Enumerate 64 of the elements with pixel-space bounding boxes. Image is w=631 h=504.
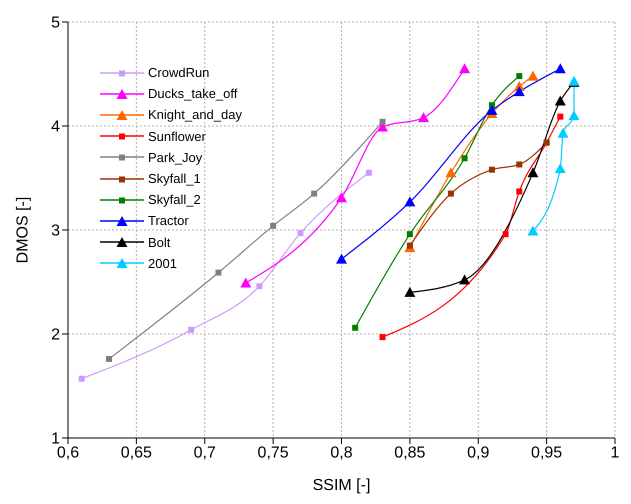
point (527, 167, 538, 178)
legend-label: Ducks_take_off (148, 86, 238, 102)
point (527, 70, 538, 81)
point (459, 63, 470, 74)
point (568, 110, 580, 120)
point (516, 73, 522, 80)
y-tick-label: 3 (51, 222, 60, 240)
point (256, 283, 262, 290)
point (554, 63, 566, 74)
x-tick-label: 0,95 (531, 444, 562, 462)
legend-label: Skyfall_2 (148, 192, 201, 208)
point (380, 334, 386, 340)
y-tick-label: 2 (51, 326, 60, 344)
point (557, 114, 564, 120)
point (352, 324, 358, 331)
point (527, 226, 538, 236)
point (311, 190, 318, 197)
point (516, 161, 522, 168)
x-tick-label: 0,9 (467, 444, 490, 462)
x-tick-label: 0,75 (258, 444, 289, 462)
point (240, 278, 252, 288)
x-tick-label: 0,85 (394, 444, 426, 462)
y-tick-label: 5 (51, 14, 60, 32)
y-tick-label: 4 (51, 118, 60, 136)
legend-label: 2001 (148, 256, 177, 271)
point (462, 155, 468, 162)
point (215, 270, 222, 276)
point (336, 192, 347, 202)
point (486, 104, 498, 115)
legend-label: Skyfall_1 (148, 171, 201, 186)
point (404, 286, 416, 297)
y-axis-title: DMOS [-] (14, 196, 32, 264)
point (336, 254, 347, 264)
point (554, 96, 566, 106)
point (270, 222, 276, 229)
point (558, 128, 569, 138)
point (106, 356, 112, 362)
x-axis-title: SSIM [-] (312, 477, 370, 494)
legend-label: Tractor (148, 213, 189, 228)
point (188, 326, 194, 333)
legend-label: CrowdRun (148, 65, 210, 80)
point (380, 118, 386, 125)
point (459, 274, 470, 284)
legend-label: Park_Joy (148, 150, 202, 165)
legend-label: Knight_and_day (148, 107, 242, 122)
point (78, 376, 85, 382)
x-tick-label: 0,7 (194, 444, 216, 462)
point (514, 86, 525, 96)
point (502, 231, 509, 238)
point (404, 196, 416, 206)
legend-label: Bolt (148, 234, 170, 250)
point (448, 190, 454, 197)
point (418, 112, 430, 122)
point (516, 188, 522, 195)
x-tick-label: 0,8 (330, 444, 353, 462)
point (297, 230, 304, 236)
point (445, 167, 456, 178)
x-tick-label: 1 (610, 444, 620, 462)
point (488, 166, 495, 173)
point (554, 163, 566, 174)
legend-label: Sunflower (148, 128, 206, 144)
x-tick-label: 0,65 (120, 444, 152, 462)
point (366, 170, 372, 176)
point (406, 231, 413, 238)
